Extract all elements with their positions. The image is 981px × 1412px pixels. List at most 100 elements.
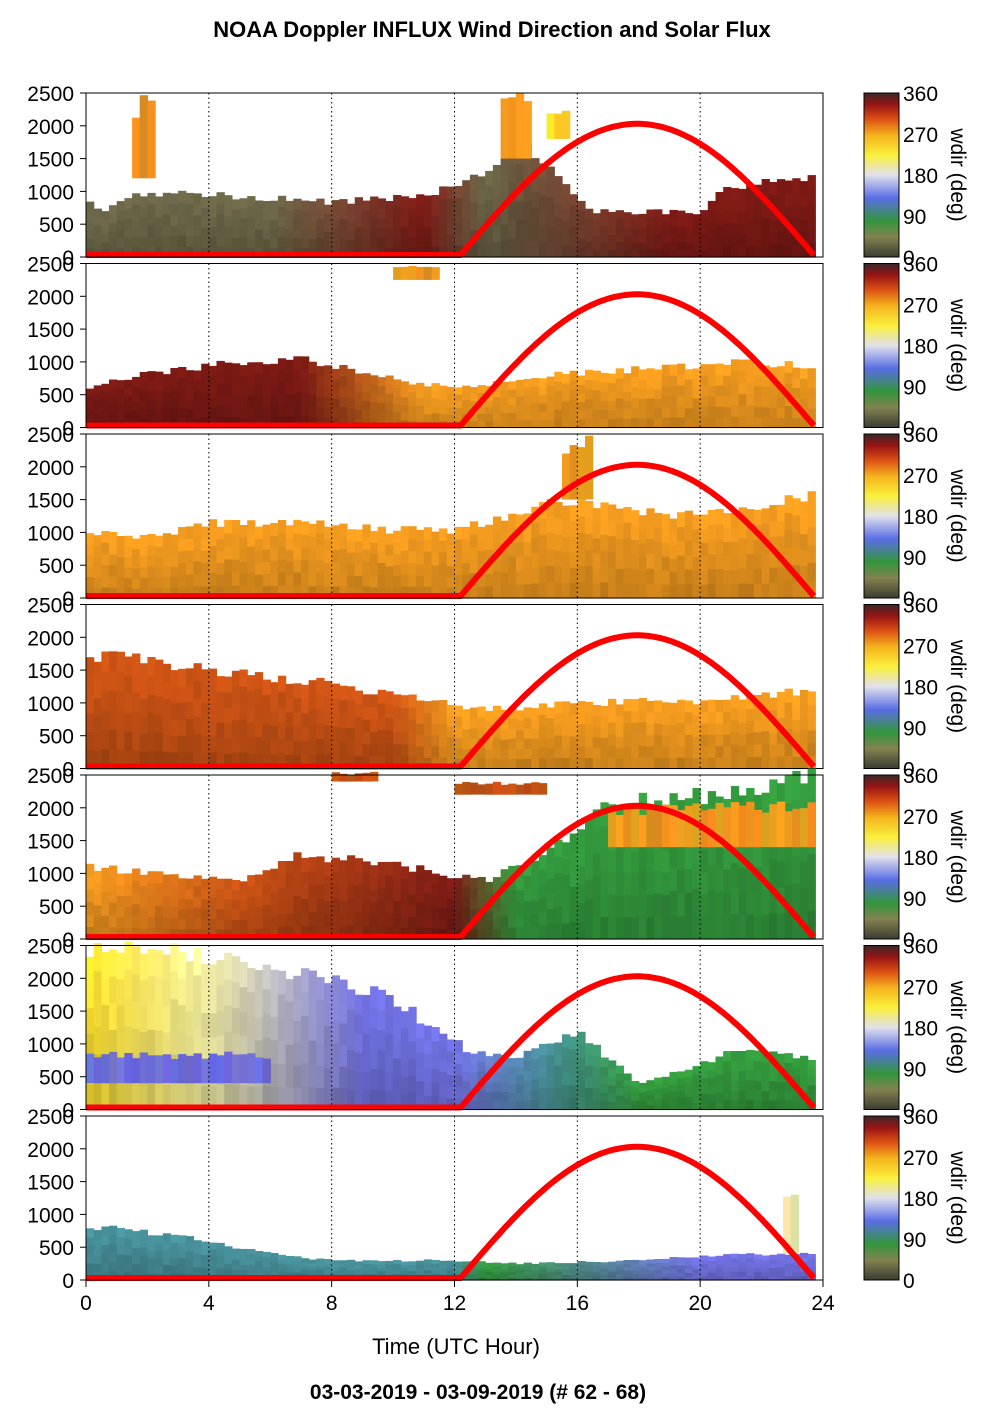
heatmap-cell bbox=[500, 559, 509, 573]
heatmap-cell bbox=[546, 758, 555, 770]
heatmap-cell bbox=[124, 749, 133, 770]
heatmap-block bbox=[485, 783, 494, 795]
heatmap-cell bbox=[178, 1083, 187, 1111]
heatmap-cell bbox=[423, 870, 433, 883]
heatmap-cell bbox=[354, 885, 363, 900]
heatmap-cell bbox=[301, 1269, 310, 1274]
heatmap-cell bbox=[285, 1272, 294, 1277]
heatmap-cell bbox=[170, 928, 179, 940]
heatmap-cell bbox=[462, 738, 471, 750]
heatmap-cell bbox=[132, 193, 141, 205]
heatmap-cell bbox=[692, 528, 701, 544]
heatmap-cell bbox=[270, 374, 279, 386]
heatmap-cell bbox=[254, 896, 264, 908]
heatmap-cell bbox=[638, 698, 648, 711]
heatmap-cell bbox=[331, 911, 340, 926]
heatmap-cell bbox=[462, 218, 471, 232]
heatmap-cell bbox=[538, 855, 548, 870]
heatmap-cell bbox=[324, 386, 333, 397]
heatmap-cell bbox=[170, 555, 179, 567]
heatmap-cell bbox=[569, 703, 578, 715]
heatmap-cell bbox=[208, 571, 218, 586]
heatmap-cell bbox=[715, 509, 724, 525]
y-tick-label: 0 bbox=[62, 1100, 74, 1123]
heatmap-cell bbox=[654, 233, 663, 242]
heatmap-cell bbox=[538, 883, 548, 898]
heatmap-cell bbox=[538, 1262, 548, 1266]
heatmap-cell bbox=[423, 1067, 433, 1083]
heatmap-cell bbox=[469, 1267, 479, 1272]
heatmap-block bbox=[224, 1051, 233, 1084]
heatmap-cell bbox=[347, 230, 356, 240]
heatmap-cell bbox=[185, 203, 195, 215]
heatmap-cell bbox=[700, 734, 709, 747]
heatmap-cell bbox=[231, 703, 241, 721]
heatmap-cell bbox=[700, 385, 709, 397]
heatmap-cell bbox=[585, 1098, 594, 1111]
heatmap-cell bbox=[485, 910, 494, 921]
heatmap-cell bbox=[700, 217, 709, 227]
heatmap-cell bbox=[285, 754, 294, 770]
heatmap-cell bbox=[247, 875, 256, 887]
heatmap-cell bbox=[784, 206, 793, 220]
heatmap-cell bbox=[800, 533, 809, 551]
heatmap-cell bbox=[231, 1259, 241, 1265]
heatmap-cell bbox=[638, 398, 648, 409]
heatmap-cell bbox=[531, 873, 540, 888]
heatmap-cell bbox=[201, 878, 210, 890]
heatmap-cell bbox=[446, 898, 456, 910]
heatmap-cell bbox=[124, 675, 133, 695]
heatmap-cell bbox=[500, 191, 509, 209]
heatmap-cell bbox=[231, 735, 241, 753]
heatmap-cell bbox=[293, 237, 302, 248]
heatmap-cell bbox=[423, 734, 433, 747]
heatmap-cell bbox=[416, 390, 425, 399]
y-tick-label: 1500 bbox=[27, 1001, 74, 1024]
heatmap-cell bbox=[208, 1261, 218, 1269]
heatmap-cell bbox=[247, 362, 256, 374]
heatmap-cell bbox=[293, 852, 302, 868]
heatmap-cell bbox=[270, 1253, 279, 1259]
heatmap-cell bbox=[769, 567, 778, 584]
heatmap-cell bbox=[800, 1064, 809, 1075]
heatmap-cell bbox=[362, 731, 371, 745]
heatmap-cell bbox=[354, 690, 363, 705]
heatmap-cell bbox=[331, 711, 340, 727]
heatmap-cell bbox=[109, 976, 118, 1004]
heatmap-cell bbox=[324, 900, 333, 914]
heatmap-cell bbox=[324, 1259, 333, 1264]
heatmap-cell bbox=[431, 757, 440, 770]
heatmap-cell bbox=[707, 1085, 717, 1095]
heatmap-cell bbox=[515, 387, 525, 397]
heatmap-cell bbox=[101, 1253, 110, 1263]
heatmap-cell bbox=[155, 950, 164, 978]
heatmap-cell bbox=[761, 386, 770, 398]
heatmap-cell bbox=[339, 365, 348, 376]
heatmap-cell bbox=[208, 519, 218, 533]
heatmap-cell bbox=[523, 1274, 532, 1278]
heatmap-cell bbox=[201, 384, 210, 397]
heatmap-cell bbox=[116, 1083, 125, 1111]
heatmap-cell bbox=[538, 566, 548, 583]
heatmap-cell bbox=[738, 582, 747, 599]
heatmap-09-Mar bbox=[86, 1194, 816, 1281]
heatmap-cell bbox=[446, 704, 456, 717]
heatmap-cell bbox=[116, 536, 125, 547]
heatmap-cell bbox=[109, 1225, 118, 1236]
heatmap-cell bbox=[807, 188, 816, 203]
heatmap-cell bbox=[423, 406, 433, 415]
heatmap-cell bbox=[139, 577, 148, 589]
heatmap-cell bbox=[669, 417, 678, 429]
heatmap-cell bbox=[577, 532, 586, 550]
heatmap-cell bbox=[500, 1271, 509, 1275]
heatmap-cell bbox=[784, 1271, 793, 1277]
colorbar-tick-label: 90 bbox=[903, 1059, 926, 1082]
heatmap-cell bbox=[201, 702, 210, 720]
heatmap-cell bbox=[316, 708, 325, 724]
heatmap-cell bbox=[331, 388, 340, 399]
heatmap-cell bbox=[677, 512, 686, 528]
heatmap-block bbox=[669, 805, 678, 848]
heatmap-cell bbox=[707, 914, 717, 940]
heatmap-cell bbox=[646, 417, 655, 429]
